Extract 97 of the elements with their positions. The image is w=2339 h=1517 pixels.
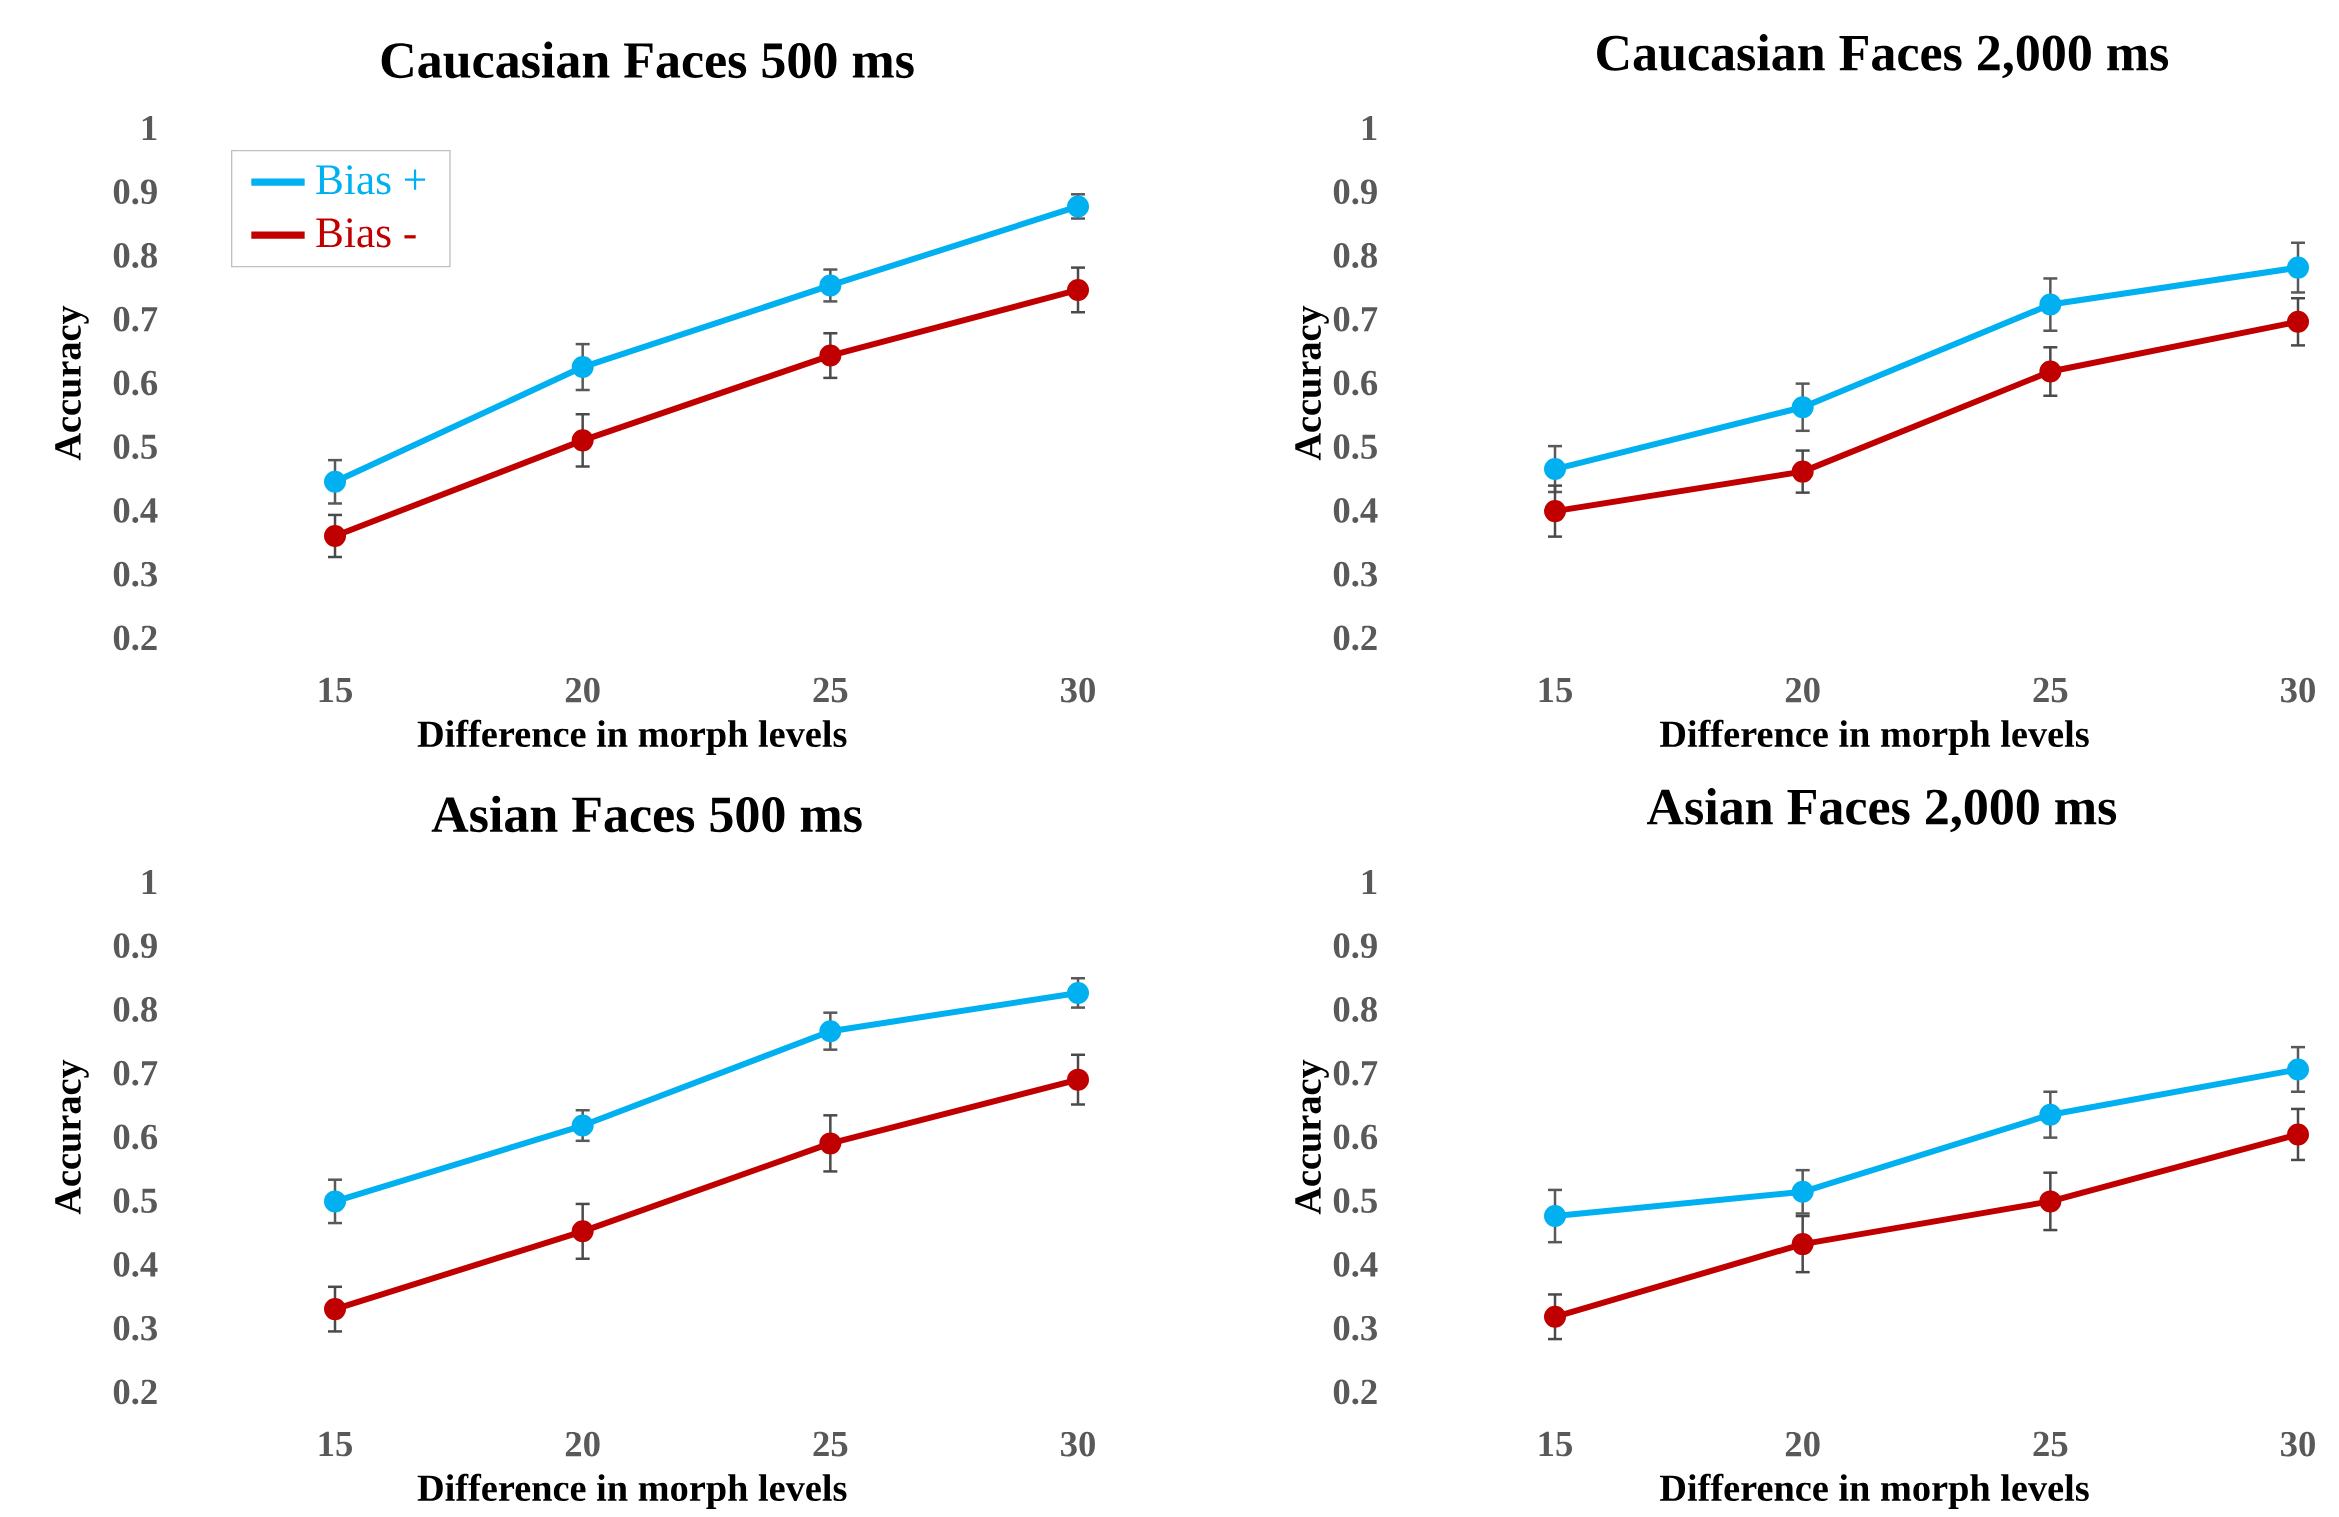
x-tick-label: 20	[565, 677, 600, 703]
chart-title: Asian Faces 2,000 ms	[1647, 788, 2117, 833]
point	[819, 274, 842, 297]
y-tick-label: 0.4	[113, 498, 158, 523]
x-tick-label: 30	[2281, 677, 2315, 703]
point	[324, 470, 347, 493]
point	[819, 1132, 842, 1155]
y-tick-label: 0.7	[1333, 1060, 1378, 1086]
point	[1067, 981, 1090, 1004]
y-axis-title: Accuracy	[55, 1059, 89, 1215]
y-tick-label: 0.8	[113, 997, 157, 1022]
legend-label: Bias -	[316, 218, 416, 248]
point	[2287, 1123, 2310, 1146]
chart-title: Caucasian Faces 2,000 ms	[1597, 34, 2169, 79]
x-tick-label: 15	[319, 1431, 352, 1457]
point	[2039, 360, 2062, 383]
x-axis-title: Difference in morph levels	[417, 719, 847, 755]
y-axis-title: Accuracy	[1295, 1059, 1329, 1215]
point	[2287, 1058, 2310, 1081]
x-tick-label: 30	[1061, 1431, 1095, 1457]
point	[2287, 256, 2310, 279]
y-tick-label: 0.7	[1333, 306, 1378, 332]
x-tick-label: 25	[813, 1431, 848, 1457]
y-tick-label: 0.7	[113, 1060, 158, 1086]
y-tick-label: 0.9	[113, 933, 157, 959]
y-tick-label: 0.3	[1333, 1315, 1377, 1341]
point	[571, 1220, 594, 1243]
x-tick-label: 25	[2033, 1431, 2068, 1457]
y-tick-label: 0.2	[113, 1379, 157, 1405]
x-tick-label: 20	[565, 1431, 600, 1457]
point	[1791, 1233, 1814, 1256]
y-tick-label: 0.6	[1333, 370, 1378, 396]
y-tick-label: 0.8	[1333, 243, 1377, 268]
x-tick-label: 30	[2281, 1431, 2315, 1457]
x-tick-label: 20	[1785, 677, 1820, 703]
point	[571, 1114, 594, 1137]
y-tick-label: 0.6	[113, 1124, 158, 1150]
x-tick-label: 15	[1539, 1431, 1572, 1457]
point	[1791, 1180, 1814, 1203]
point	[1544, 1305, 1567, 1328]
y-tick-label: 0.5	[1333, 1188, 1377, 1214]
y-tick-label: 0.6	[113, 370, 158, 396]
point	[571, 429, 594, 452]
y-tick-label: 0.9	[1333, 933, 1377, 959]
y-tick-label: 0.3	[1333, 561, 1377, 587]
y-tick-label: 0.3	[113, 561, 157, 587]
point	[1067, 1068, 1090, 1091]
y-tick-label: 0.4	[113, 1252, 158, 1277]
x-axis-title: Difference in morph levels	[417, 1473, 847, 1509]
y-tick-label: 0.5	[113, 434, 157, 460]
x-tick-label: 25	[2033, 677, 2068, 703]
x-axis-title: Difference in morph levels	[1659, 1473, 2089, 1509]
y-tick-label: 1	[142, 869, 157, 895]
point	[2039, 293, 2062, 316]
point	[571, 356, 594, 379]
y-tick-label: 0.8	[113, 243, 157, 268]
point	[1791, 396, 1814, 419]
y-tick-label: 1	[1362, 869, 1377, 895]
y-tick-label: 1	[1362, 115, 1377, 141]
point	[819, 344, 842, 367]
y-tick-label: 0.2	[1333, 625, 1377, 651]
point	[1544, 458, 1567, 481]
point	[1544, 1205, 1567, 1228]
point	[2039, 1190, 2062, 1213]
x-tick-label: 15	[319, 677, 352, 703]
point	[1791, 460, 1814, 483]
y-tick-label: 0.3	[113, 1315, 157, 1341]
y-tick-label: 0.2	[1333, 1379, 1377, 1405]
y-axis-title: Accuracy	[1295, 305, 1329, 461]
point	[324, 525, 347, 547]
y-axis-title: Accuracy	[55, 305, 89, 461]
point	[324, 1298, 347, 1321]
y-tick-label: 0.5	[113, 1188, 157, 1214]
y-tick-label: 0.5	[1333, 434, 1377, 460]
chart-title: Asian Faces 500 ms	[431, 795, 862, 833]
x-tick-label: 15	[1539, 677, 1572, 703]
x-tick-label: 20	[1785, 1431, 1820, 1457]
point	[1544, 500, 1567, 523]
y-tick-label: 0.7	[113, 306, 158, 332]
y-tick-label: 0.6	[1333, 1124, 1378, 1150]
legend-label: Bias +	[316, 165, 426, 195]
point	[1067, 278, 1090, 301]
x-axis-title: Difference in morph levels	[1659, 719, 2089, 755]
y-tick-label: 0.9	[1333, 179, 1377, 205]
y-tick-label: 0.4	[1333, 1252, 1378, 1277]
y-tick-label: 0.9	[113, 179, 157, 205]
point	[2287, 310, 2310, 333]
y-tick-label: 0.4	[1333, 498, 1378, 523]
chart-title: Caucasian Faces 500 ms	[381, 41, 914, 79]
y-tick-label: 0.2	[113, 625, 157, 651]
x-tick-label: 25	[813, 677, 848, 703]
point	[2039, 1103, 2062, 1126]
point	[324, 1190, 347, 1213]
y-tick-label: 1	[142, 115, 157, 141]
y-tick-label: 0.8	[1333, 997, 1377, 1022]
point	[819, 1020, 842, 1043]
x-tick-label: 30	[1061, 677, 1095, 703]
